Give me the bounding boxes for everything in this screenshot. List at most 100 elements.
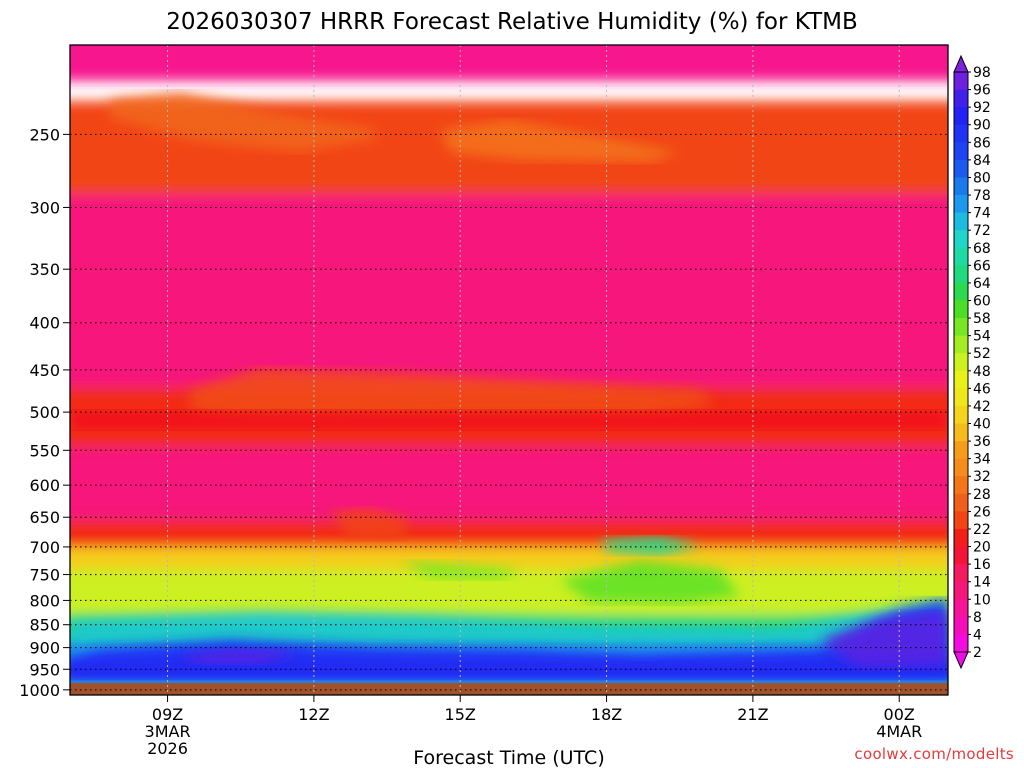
colorbar-bin [954,634,968,653]
x-tick-label: 15Z [445,705,476,724]
colorbar-bin [954,177,968,196]
humidity-feature [70,410,948,430]
colorbar-bin [954,265,968,284]
colorbar-label: 58 [973,311,991,327]
humidity-layer [70,520,948,547]
colorbar-label: 60 [973,293,991,309]
colorbar-bin [954,599,968,618]
colorbar-label: 2 [973,645,982,661]
y-tick-label: 300 [29,198,60,217]
humidity-layer [70,446,948,521]
colorbar-bin [954,353,968,372]
colorbar: 9896929086848078747268666460585452484642… [953,54,991,670]
humidity-feature [330,508,410,540]
colorbar-label: 32 [973,469,991,485]
colorbar-bin [954,282,968,301]
colorbar-bin [954,107,968,126]
x-axis-label: Forecast Time (UTC) [413,747,604,768]
y-tick-label: 950 [29,660,60,679]
colorbar-label: 42 [973,399,991,415]
x-tick-label: 00Z [884,705,915,724]
plot-area [70,45,948,695]
y-tick-label: 250 [29,125,60,144]
colorbar-label: 92 [973,100,991,116]
colorbar-label: 20 [973,540,991,556]
colorbar-bin [954,388,968,407]
colorbar-label: 48 [973,364,991,380]
colorbar-bin [954,423,968,442]
x-tick-date: 4MAR [876,722,922,741]
humidity-feature [180,648,300,664]
colorbar-bin [954,370,968,389]
colorbar-bin [954,528,968,548]
colorbar-label: 34 [973,452,991,468]
colorbar-label: 4 [973,627,982,643]
colorbar-label: 16 [973,557,991,573]
x-tick-label: 12Z [298,705,329,724]
colorbar-label: 46 [973,381,991,397]
humidity-layer [70,546,948,570]
humidity-feature [600,536,700,556]
colorbar-bin [954,441,968,460]
y-tick-label: 500 [29,403,60,422]
humidity-layer [70,193,948,388]
colorbar-bin [954,335,968,354]
colorbar-bin [954,195,968,214]
x-tick-label: 18Z [591,705,622,724]
colorbar-bin [954,247,968,266]
chart-title: 2026030307 HRRR Forecast Relative Humidi… [166,9,858,35]
colorbar-label: 64 [973,276,991,292]
humidity-feature [70,598,948,640]
colorbar-label: 96 [973,83,991,99]
colorbar-bin [954,546,968,565]
colorbar-label: 26 [973,504,991,520]
colorbar-label: 8 [973,610,982,626]
y-tick-label: 450 [29,361,60,380]
colorbar-label: 98 [973,65,991,81]
colorbar-label: 36 [973,434,991,450]
x-tick-year: 2026 [147,739,188,758]
colorbar-bin [954,493,968,512]
y-tick-label: 900 [29,639,60,658]
y-tick-label: 1000 [19,681,60,700]
colorbar-bin [954,476,968,495]
colorbar-label: 74 [973,206,991,222]
colorbar-bin [954,581,968,600]
y-tick-label: 600 [29,476,60,495]
colorbar-label: 52 [973,346,991,362]
x-tick-label: 09Z [152,705,183,724]
humidity-feature [560,560,740,604]
humidity-feature [110,92,380,152]
colorbar-frame [953,71,969,653]
y-tick-label: 800 [29,591,60,610]
colorbar-bin [954,230,968,249]
humidity-feature [440,120,680,162]
colorbar-bin [954,511,968,530]
colorbar-bin [954,159,968,178]
colorbar-label: 54 [973,329,991,345]
y-tick-label: 400 [29,314,60,333]
x-tick-label: 21Z [737,705,768,724]
y-tick-label: 650 [29,508,60,527]
humidity-layer [70,45,948,81]
y-tick-label: 550 [29,441,60,460]
humidity-features [70,92,948,676]
colorbar-bin [954,318,968,337]
humidity-layer [70,569,948,616]
colorbar-bin [954,212,968,231]
colorbar-label: 22 [973,522,991,538]
colorbar-bin [954,72,968,91]
x-tick-date: 3MAR [145,722,191,741]
y-tick-label: 750 [29,566,60,585]
colorbar-bin [954,405,968,425]
colorbar-bin [954,616,968,635]
grid-lines [70,45,948,695]
colorbar-bin [954,300,968,319]
y-tick-label: 850 [29,616,60,635]
colorbar-label: 68 [973,241,991,257]
colorbar-label: 72 [973,223,991,239]
colorbar-label: 86 [973,135,991,151]
humidity-feature [70,600,948,676]
colorbar-bin [954,564,968,583]
